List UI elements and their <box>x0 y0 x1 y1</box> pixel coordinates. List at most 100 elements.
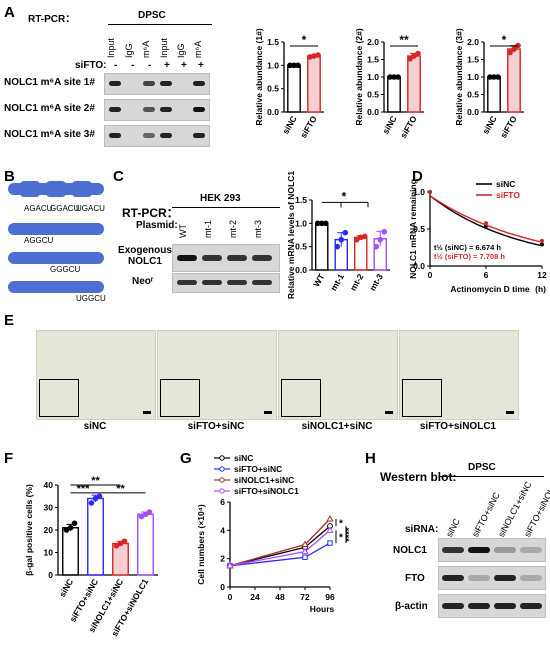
scale-bar <box>264 411 272 414</box>
y-tick-label: 1.0 <box>295 218 307 228</box>
x-axis-unit: (h) <box>535 284 546 294</box>
y-tick-label: 1.0 <box>367 72 379 82</box>
data-point <box>487 74 493 80</box>
micrograph-label: siFTO+siNOLC1 <box>419 421 497 432</box>
motif-text: UGACU <box>76 204 105 213</box>
data-point <box>377 236 384 243</box>
legend-label: siFTO+siNOLC1 <box>234 486 299 496</box>
bar <box>62 527 79 576</box>
data-point <box>338 236 345 243</box>
motif-diagram <box>8 181 104 293</box>
gel-neor <box>172 273 280 293</box>
micrograph-label: siFTO+siNC <box>187 421 245 432</box>
gel-h-fto <box>438 566 546 590</box>
data-point <box>381 228 388 235</box>
sign: - <box>131 60 135 71</box>
y-tick-label: 1.0 <box>467 72 479 82</box>
sig-mark: ** <box>399 33 409 47</box>
mutant-text: UGGCU <box>76 294 106 303</box>
data-point <box>540 242 544 247</box>
x-tick-label: 0 <box>428 270 433 280</box>
panel-label-c: C <box>113 168 124 185</box>
data-point <box>361 233 368 240</box>
data-point <box>428 190 432 194</box>
data-point <box>88 500 95 506</box>
legend-label: siNC <box>234 453 253 463</box>
dpsc-h-underline <box>440 476 544 477</box>
y-tick-label: 1.5 <box>267 37 279 47</box>
gel-site3 <box>104 125 210 147</box>
data-point <box>67 524 74 531</box>
row-label-actin: β-actin <box>395 601 428 612</box>
scale-bar <box>143 411 151 414</box>
row-label-fto: FTO <box>405 573 425 584</box>
gel-site1 <box>104 73 210 95</box>
row-label-exogenous: Exogenous NOLC1 <box>118 245 172 267</box>
legend-label: siFTO+siNC <box>234 464 282 474</box>
lane-label: siNC <box>444 516 462 539</box>
gel-h-actin <box>438 594 546 618</box>
row-label-nolc1: NOLC1 <box>393 545 427 556</box>
x-tick-label: siFTO <box>298 114 319 140</box>
data-point <box>411 53 417 59</box>
mrna-mt3 <box>8 281 104 293</box>
scale-bar <box>385 411 393 414</box>
data-point <box>302 554 308 560</box>
western-title: Western blot: <box>380 470 457 484</box>
y-tick-label: 1.0 <box>267 60 279 70</box>
micrograph-label: siNOLC1+siNC <box>301 421 373 432</box>
sirna-label: siRNA: <box>405 524 439 535</box>
legend-marker <box>219 477 225 483</box>
data-point <box>322 220 329 227</box>
panel-label-e: E <box>4 312 15 329</box>
mrna-mt1 <box>8 223 104 235</box>
legend-label: siNOLC1+siNC <box>234 475 294 485</box>
sifto-label: siFTO: <box>75 60 107 71</box>
sign: + <box>198 60 204 71</box>
y-tick-label: 0.5 <box>413 224 425 234</box>
bar <box>315 222 329 271</box>
data-point <box>291 62 297 69</box>
data-point <box>495 74 501 80</box>
data-point <box>507 49 513 56</box>
chart-a3: 0.0 0.5 1.0 1.5 2.0 siNC siFTO Relative abundan… <box>454 28 524 140</box>
data-point <box>326 514 334 522</box>
data-point <box>327 540 333 546</box>
bar <box>87 497 104 576</box>
legend-marker <box>219 455 225 461</box>
bar <box>287 64 301 113</box>
sig-mark: * <box>502 33 507 47</box>
y-axis-label: Relative abundance (2#) <box>354 28 364 125</box>
zoom-inset <box>39 379 79 417</box>
x-tick-label: siNC <box>57 577 75 599</box>
y-tick-label: 10 <box>44 548 54 558</box>
data-point <box>334 243 341 250</box>
mrna-wildtype <box>8 181 104 197</box>
y-axis-label: Relative abundance (3#) <box>454 28 464 125</box>
y-tick-label: 1.5 <box>295 195 307 205</box>
data-point <box>121 538 128 545</box>
lane-label: Input <box>106 37 116 58</box>
x-tick-label: siNC <box>480 114 498 136</box>
y-axis-label: Relative abundance (1#) <box>254 28 264 125</box>
data-point <box>342 229 349 236</box>
data-point <box>415 50 421 57</box>
y-tick-label: 0 <box>220 582 225 592</box>
sig-mark: **** <box>344 527 354 542</box>
y-tick-label: 0.5 <box>267 84 279 94</box>
micrograph-sifto-sinc <box>157 330 277 420</box>
x-tick-label: 6 <box>484 270 489 280</box>
y-tick-label: 0.5 <box>367 90 379 100</box>
lane-label: mt-3 <box>253 220 263 238</box>
x-tick-label: siNC <box>380 114 398 136</box>
sig-mark: ** <box>116 483 125 495</box>
micrograph-sinc <box>36 330 156 420</box>
y-tick-label: 1.0 <box>413 187 425 197</box>
data-point <box>314 220 321 227</box>
y-tick-label: 2 <box>220 554 225 564</box>
rtpcr-label-a: RT-PCR： <box>28 14 76 25</box>
sig-mark: *** <box>77 483 91 495</box>
x-tick-label: siFTO <box>498 114 519 140</box>
